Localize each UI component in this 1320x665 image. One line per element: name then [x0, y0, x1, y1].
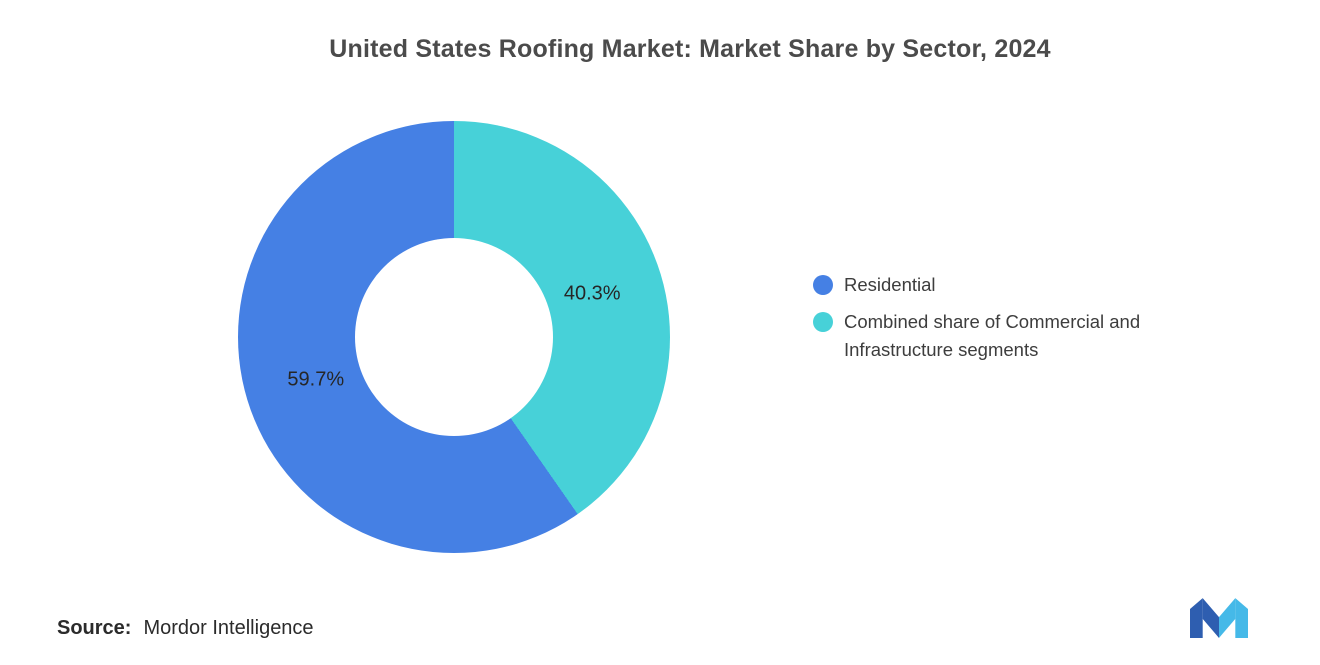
slice-value-label-commercial-infrastructure: 40.3% — [563, 282, 621, 305]
legend-dot-commercial-infrastructure-icon — [813, 312, 833, 332]
legend-label-commercial-infrastructure: Combined share of Commercial and Infrast… — [844, 311, 1141, 360]
legend: Residential Combined share of Commercial… — [813, 271, 1198, 364]
donut-hole — [354, 237, 554, 437]
source-text: Mordor Intelligence — [143, 617, 314, 639]
legend-item-commercial-infrastructure: Combined share of Commercial and Infrast… — [813, 308, 1198, 364]
mordor-intelligence-logo — [1190, 598, 1248, 638]
legend-dot-residential-icon — [813, 275, 833, 295]
chart-title: United States Roofing Market: Market Sha… — [329, 35, 1051, 63]
slice-value-label-residential: 59.7% — [287, 368, 345, 391]
source-label: Source: — [57, 617, 132, 639]
source-note: Source: Mordor Intelligence — [57, 617, 314, 640]
legend-label-residential: Residential — [844, 274, 936, 295]
donut-chart: 59.7% 40.3% — [238, 121, 670, 553]
legend-item-residential: Residential — [813, 271, 1198, 299]
